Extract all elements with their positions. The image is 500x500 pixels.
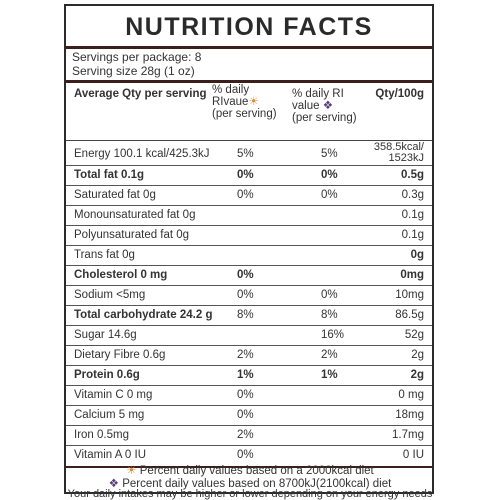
- nutrient-daily-value: 2%: [237, 429, 254, 441]
- nutrient-name: Sugar 14.6g: [74, 329, 137, 341]
- nutrient-daily-value: 5%: [237, 148, 254, 160]
- nutrient-row-sugar: Sugar 14.6g 16% 52g: [66, 326, 432, 346]
- nutrient-name: Calcium 5 mg: [74, 409, 145, 421]
- nutrient-qty-100g: 0 mg: [398, 389, 424, 401]
- nutrient-name: Iron 0.5mg: [74, 429, 129, 441]
- diamond-icon: ❖: [108, 478, 119, 490]
- nutrient-qty-100g: 0 IU: [402, 449, 424, 461]
- nutrient-row-total-fat: Total fat 0.1g 0% 0% 0.5g: [66, 166, 432, 186]
- nutrient-qty-100g: 1.7mg: [392, 429, 424, 441]
- label-title: NUTRITION FACTS: [125, 13, 373, 41]
- diamond-icon: ❖: [322, 100, 334, 112]
- nutrient-name: Protein 0.6g: [74, 369, 140, 381]
- nutrient-daily-value: 0%: [237, 449, 254, 461]
- footnote-ri-value: ❖ Percent daily values based on 8700kJ(2…: [0, 476, 500, 490]
- header-ri-value: % daily RI value ❖ (per serving): [292, 88, 357, 124]
- nutrient-daily-value: 2%: [237, 349, 254, 361]
- nutrient-qty-100g: 10mg: [395, 289, 424, 301]
- header-dv-line1: % daily: [212, 84, 250, 96]
- footnote-daily-value: ☀ Percent daily values based on a 2000kc…: [0, 463, 500, 477]
- nutrient-row-total-carbohydrate: Total carbohydrate 24.2 g 8% 8% 86.5g: [66, 306, 432, 326]
- nutrient-daily-value: 0%: [237, 289, 254, 301]
- nutrient-name: Energy 100.1 kcal/425.3kJ: [74, 148, 210, 160]
- nutrient-qty-100g: 0.5g: [400, 169, 424, 181]
- footnote-dv-text: Percent daily values based on a 2000kcal…: [139, 465, 374, 477]
- title-divider: [66, 46, 432, 49]
- header-daily-value: % daily RIvaue☀ (per serving): [212, 84, 277, 120]
- nutrient-name: Monounsaturated fat 0g: [74, 209, 196, 221]
- nutrient-daily-value: 0%: [237, 169, 254, 181]
- nutrient-name: Cholesterol 0 mg: [74, 269, 168, 281]
- nutrient-qty-100g: 18mg: [395, 409, 424, 421]
- nutrient-daily-value: 8%: [237, 309, 254, 321]
- sun-icon: ☀: [248, 96, 259, 108]
- nutrient-ri-value: 0%: [321, 289, 338, 301]
- nutrient-qty-100g: 0.1g: [401, 229, 424, 241]
- nutrient-daily-value: 1%: [237, 369, 254, 381]
- nutrient-qty-100g: 0.1g: [401, 209, 424, 221]
- nutrient-row-saturated-fat: Saturated fat 0g 0% 0% 0.3g: [66, 186, 432, 206]
- nutrient-row-protein: Protein 0.6g 1% 1% 2g: [66, 366, 432, 386]
- nutrient-row-monounsaturated-fat: Monounsaturated fat 0g 0.1g: [66, 206, 432, 226]
- nutrient-qty-100g: 2g: [410, 369, 424, 381]
- nutrient-name: Vitamin A 0 IU: [74, 449, 147, 461]
- nutrient-name: Total fat 0.1g: [74, 169, 145, 181]
- nutrient-name: Vitamin C 0 mg: [74, 389, 153, 401]
- header-divider: [66, 140, 432, 141]
- nutrient-ri-value: 8%: [321, 309, 338, 321]
- nutrient-row-calcium: Calcium 5 mg 0% 18mg: [66, 406, 432, 426]
- nutrient-daily-value: 0%: [237, 189, 254, 201]
- nutrient-row-sodium: Sodium <5mg 0% 0% 10mg: [66, 286, 432, 306]
- header-ri-line3: (per serving): [292, 112, 357, 124]
- nutrient-ri-value: 5%: [321, 148, 338, 160]
- nutrient-qty-100g: 2g: [411, 349, 424, 361]
- nutrient-name: Sodium <5mg: [74, 289, 146, 301]
- nutrient-ri-value: 0%: [321, 189, 338, 201]
- nutrient-daily-value: 0%: [237, 409, 254, 421]
- footnote-ri-text: Percent daily values based on 8700kJ(210…: [122, 478, 392, 490]
- nutrient-daily-value: 0%: [237, 269, 254, 281]
- nutrient-ri-value: 16%: [321, 329, 345, 341]
- nutrient-row-energy: Energy 100.1 kcal/425.3kJ 5% 5% 358.5kca…: [66, 141, 432, 166]
- nutrient-row-iron: Iron 0.5mg 2% 1.7mg: [66, 426, 432, 446]
- header-dv-line3: (per serving): [212, 108, 277, 120]
- header-qty-100g: Qty/100g: [375, 88, 424, 100]
- nutrient-name: Polyunsaturated fat 0g: [74, 229, 190, 241]
- nutrition-label: NUTRITION FACTS Servings per package: 8 …: [64, 4, 434, 494]
- energy-qty-kcal: 358.5kcal/: [373, 141, 424, 153]
- nutrient-qty-100g: 0mg: [400, 269, 424, 281]
- nutrient-qty-100g: 52g: [404, 329, 424, 341]
- nutrient-name: Trans fat 0g: [74, 249, 135, 261]
- nutrient-qty-100g: 0g: [410, 249, 424, 261]
- header-ri-line1: % daily RI: [292, 88, 344, 100]
- header-dv-line2: RIvaue: [212, 96, 249, 108]
- nutrient-name: Dietary Fibre 0.6g: [74, 349, 166, 361]
- nutrient-qty-100g: 0.3g: [401, 189, 424, 201]
- nutrient-name: Total carbohydrate 24.2 g: [74, 309, 213, 321]
- nutrient-row-cholesterol: Cholesterol 0 mg 0% 0mg: [66, 266, 432, 286]
- nutrient-ri-value: 1%: [321, 369, 338, 381]
- servings-divider: [66, 80, 432, 83]
- nutrient-row-dietary-fibre: Dietary Fibre 0.6g 2% 2% 2g: [66, 346, 432, 366]
- nutrient-qty-100g: 358.5kcal/ 1523kJ: [374, 142, 424, 164]
- energy-qty-kj: 1523kJ: [388, 152, 424, 164]
- servings-per-package: Servings per package: 8: [72, 50, 202, 64]
- nutrient-row-polyunsaturated-fat: Polyunsaturated fat 0g 0.1g: [66, 226, 432, 246]
- nutrient-ri-value: 2%: [321, 349, 338, 361]
- serving-size: Serving size 28g (1 oz): [72, 64, 195, 78]
- sun-icon: ☀: [126, 465, 137, 477]
- nutrient-row-vitamin-a: Vitamin A 0 IU 0% 0 IU: [66, 446, 432, 468]
- nutrient-row-vitamin-c: Vitamin C 0 mg 0% 0 mg: [66, 386, 432, 406]
- header-ri-line2: value: [292, 100, 320, 112]
- nutrient-ri-value: 0%: [321, 169, 338, 181]
- nutrient-daily-value: 0%: [237, 389, 254, 401]
- nutrient-name: Saturated fat 0g: [74, 189, 156, 201]
- header-average-qty: Average Qty per serving: [74, 88, 207, 100]
- nutrient-row-trans-fat: Trans fat 0g 0g: [66, 246, 432, 266]
- footnote-intake: Your daily intakes may be higher or lowe…: [67, 488, 433, 500]
- nutrient-qty-100g: 86.5g: [395, 309, 424, 321]
